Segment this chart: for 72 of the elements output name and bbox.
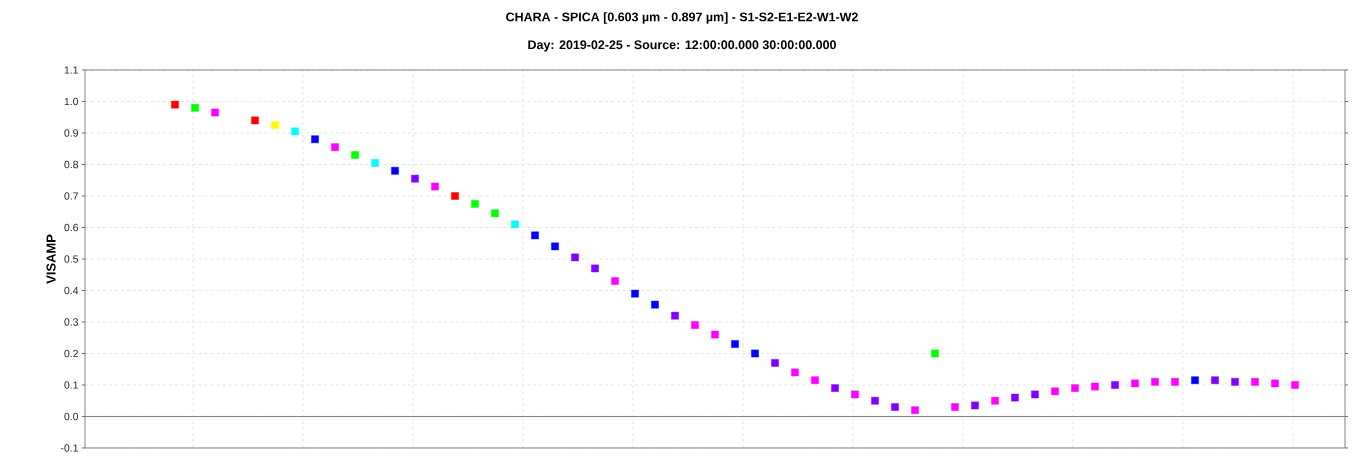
point <box>871 396 879 405</box>
point <box>371 159 379 167</box>
point <box>311 135 319 144</box>
point <box>671 311 679 320</box>
point <box>991 396 999 405</box>
point <box>211 108 219 117</box>
point <box>271 121 279 129</box>
point <box>691 321 699 329</box>
point <box>1231 378 1239 386</box>
point <box>971 401 979 410</box>
point <box>451 192 459 200</box>
point <box>751 349 759 358</box>
point <box>811 376 819 385</box>
point <box>731 340 739 348</box>
point <box>611 277 619 285</box>
point <box>1211 376 1219 385</box>
point <box>391 166 399 175</box>
point <box>1171 378 1179 386</box>
point <box>791 368 799 377</box>
point <box>771 359 779 367</box>
point <box>911 406 919 414</box>
point <box>591 264 599 273</box>
point <box>331 143 339 151</box>
point <box>951 403 959 411</box>
y-tick-label: 0.2 <box>64 349 78 358</box>
y-tick-label: 0.0 <box>64 412 79 421</box>
y-tick-label: 0.7 <box>64 192 78 200</box>
point <box>491 209 499 218</box>
point <box>1091 382 1099 391</box>
point <box>571 253 579 262</box>
point <box>171 100 179 109</box>
point <box>251 116 259 125</box>
point <box>1131 379 1139 388</box>
y-tick-label: 0.8 <box>64 160 79 169</box>
point <box>191 103 199 112</box>
point <box>1111 381 1119 389</box>
chart-title: CHARA - SPICA [0.603 µm - 0.897 µm] - S1-S2-E1-E2-W1-W2 <box>506 12 858 24</box>
y-tick-label: 0.6 <box>64 223 79 232</box>
point <box>291 127 299 136</box>
point <box>351 151 359 159</box>
point <box>1251 378 1259 386</box>
point <box>431 182 439 191</box>
point <box>851 390 859 399</box>
point <box>1271 379 1279 388</box>
point <box>631 289 639 298</box>
point <box>651 300 659 309</box>
y-tick-label: -0.1 <box>60 444 78 452</box>
point <box>1071 384 1079 392</box>
point <box>1051 387 1059 396</box>
point <box>511 220 519 229</box>
point <box>471 200 479 208</box>
point <box>411 174 419 183</box>
y-tick-label: 0.3 <box>64 318 79 326</box>
y-tick-label: 1.1 <box>64 66 78 74</box>
point <box>1151 378 1159 386</box>
chart-subtitle: Day: 2019-02-25 - Source: 12:00:00.000 30:00:00.000 <box>528 40 836 52</box>
y-tick-label: 0.5 <box>64 255 79 263</box>
point <box>891 403 899 411</box>
point <box>1011 393 1019 402</box>
point <box>711 330 719 339</box>
point <box>831 384 839 392</box>
y-tick-label: 0.4 <box>64 286 79 295</box>
point <box>531 231 539 240</box>
point <box>1031 390 1039 399</box>
point <box>551 242 559 251</box>
y-tick-label: 0.1 <box>64 381 78 389</box>
point <box>1291 381 1299 389</box>
y-axis-title: VISAMP <box>46 234 56 284</box>
point <box>931 349 939 358</box>
point <box>1191 376 1199 385</box>
y-tick-label: 0.9 <box>64 129 78 137</box>
y-tick-label: 1.0 <box>64 97 79 106</box>
